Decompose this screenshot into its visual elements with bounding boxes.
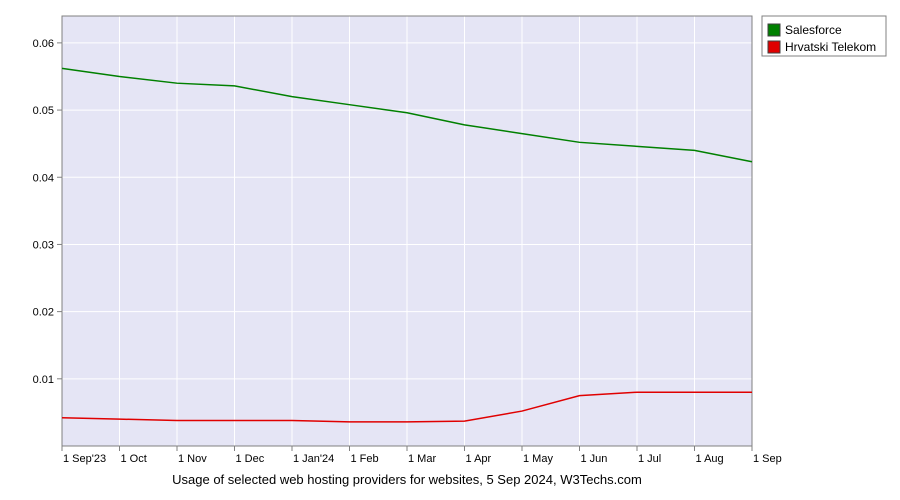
x-tick-label: 1 Nov (178, 453, 207, 465)
y-tick-label: 0.03 (33, 239, 54, 251)
x-tick-label: 1 Oct (121, 453, 147, 465)
x-tick-label: 1 Jul (638, 453, 661, 465)
x-tick-label: 1 Feb (351, 453, 379, 465)
x-tick-label: 1 May (523, 453, 553, 465)
x-tick-label: 1 Apr (466, 453, 492, 465)
y-tick-label: 0.04 (33, 172, 54, 184)
y-tick-label: 0.06 (33, 38, 54, 50)
chart-svg: 0.010.020.030.040.050.06 1 Sep'231 Oct1 … (0, 0, 900, 500)
x-tick-label: 1 Sep (753, 453, 782, 465)
legend-label: Salesforce (785, 23, 842, 37)
x-tick-label: 1 Jan'24 (293, 453, 334, 465)
legend-swatch (768, 41, 780, 53)
x-tick-label: 1 Aug (696, 453, 724, 465)
x-tick-label: 1 Jun (581, 453, 608, 465)
y-tick-label: 0.01 (33, 374, 54, 386)
legend-label: Hrvatski Telekom (785, 40, 876, 54)
chart-caption: Usage of selected web hosting providers … (172, 472, 642, 487)
y-tick-label: 0.02 (33, 307, 54, 319)
y-axis-ticks: 0.01 0.02 0.03 0.04 0.05 0.06 (33, 38, 62, 386)
x-tick-label: 1 Sep'23 (63, 453, 106, 465)
y-tick-label: 0.05 (33, 105, 54, 117)
x-tick-label: 1 Mar (408, 453, 436, 465)
legend-swatch (768, 24, 780, 36)
legend: Salesforce Hrvatski Telekom (762, 16, 886, 56)
chart-container: 0.010.020.030.040.050.06 1 Sep'231 Oct1 … (0, 0, 900, 500)
x-tick-label: 1 Dec (236, 453, 265, 465)
x-axis-ticks: 1 Sep'23 1 Oct 1 Nov 1 Dec 1 Jan'24 1 Feb 1 Ma… (62, 446, 782, 465)
